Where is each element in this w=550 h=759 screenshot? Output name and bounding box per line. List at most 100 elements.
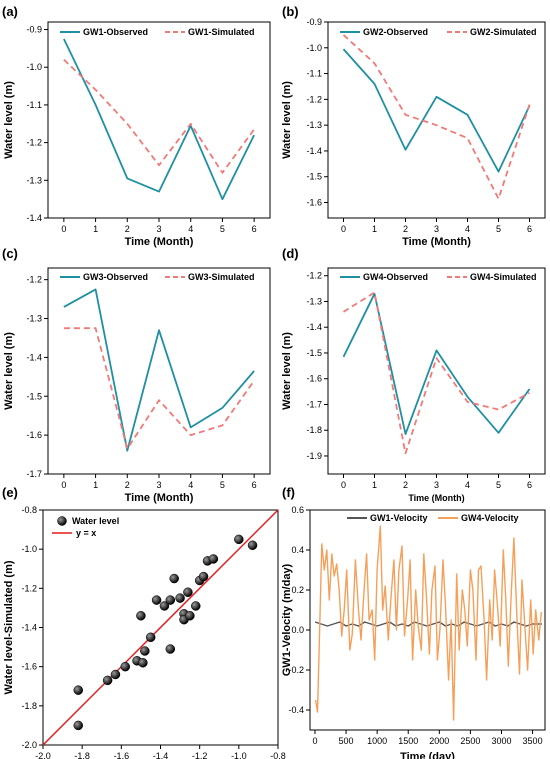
y-tick-label: 0.0: [291, 625, 304, 635]
legend-label: GW3-Observed: [83, 272, 148, 282]
x-tick-label: 3000: [491, 736, 511, 746]
x-tick-label: 3: [156, 480, 161, 490]
x-tick-label: 0: [61, 480, 66, 490]
series-line-gw1-observed: [63, 38, 255, 201]
x-tick-label: 1500: [398, 736, 418, 746]
x-tick-label: 3: [434, 480, 439, 490]
x-tick-label: 3500: [523, 736, 543, 746]
x-axis-label: Time (Month): [125, 236, 194, 248]
panel-label: (d): [282, 246, 299, 261]
series-line-gw4-observed: [342, 292, 531, 436]
x-tick-label: 2000: [429, 736, 449, 746]
x-tick-label: 0: [341, 480, 346, 490]
data-point: [198, 571, 209, 582]
y-tick-label: -1.3: [306, 120, 322, 130]
y-tick-label: -1.9: [306, 451, 322, 461]
x-tick-label: 0: [341, 224, 346, 234]
y-tick-label: -0.2: [288, 665, 304, 675]
x-tick-label: 4: [465, 480, 470, 490]
x-tick-label: 5: [220, 224, 225, 234]
y-tick-label: -1.4: [306, 146, 322, 156]
plot-frame: [309, 509, 546, 731]
y-tick-label: 0.2: [291, 585, 304, 595]
y-tick-label: -1.3: [306, 296, 322, 306]
data-point: [183, 587, 193, 597]
y-tick-label: -1.7: [306, 399, 322, 409]
data-point: [169, 573, 179, 584]
data-point: [110, 669, 121, 680]
x-tick-label: 1: [372, 480, 377, 490]
x-tick-label: 4: [188, 480, 193, 490]
series-line-gw3-simulated: [63, 327, 255, 450]
y-tick-label: -1.2: [306, 94, 322, 104]
y-tick-label: -1.4: [26, 352, 42, 362]
legend-label: GW1-Simulated: [188, 27, 255, 37]
y-tick-label: -1.5: [306, 348, 322, 358]
data-point: [102, 675, 113, 686]
data-point: [165, 644, 176, 654]
data-point: [145, 632, 156, 643]
y-tick-label: -1.3: [26, 175, 42, 185]
data-point: [136, 611, 146, 621]
legend-label: GW1-Observed: [83, 27, 148, 37]
x-tick-label: 5: [496, 224, 501, 234]
plot-frame: [47, 267, 271, 475]
panel-label: (a): [2, 4, 18, 19]
y-tick-label: -1.7: [26, 469, 42, 479]
x-tick-label: 5: [220, 480, 225, 490]
series-line-gw2-observed: [342, 48, 531, 173]
legend-label: GW4-Simulated: [470, 272, 537, 282]
x-tick-label: 0: [312, 736, 317, 746]
y-tick-label: -1.2: [26, 138, 42, 148]
y-tick-label: -0.9: [26, 25, 42, 35]
plot-frame: [47, 21, 271, 219]
x-tick-label: -1.6: [114, 751, 130, 759]
legend-label: GW2-Simulated: [470, 27, 537, 37]
y-tick-label: -0.9: [306, 17, 322, 27]
x-tick-label: -1.4: [153, 751, 169, 759]
x-tick-label: 4: [188, 224, 193, 234]
y-axis-label: Water level (m): [3, 332, 15, 410]
panel-label: (e): [2, 485, 18, 500]
data-point: [185, 611, 195, 621]
y-tick-label: -1.0: [21, 544, 37, 554]
x-tick-label: 2: [125, 224, 130, 234]
legend-label: Water level: [72, 516, 119, 526]
x-tick-label: -0.8: [270, 751, 286, 759]
x-tick-label: 1: [372, 224, 377, 234]
y-axis-label: Water level (m): [281, 332, 293, 410]
series-line-gw2-simulated: [342, 34, 531, 200]
x-axis-label: Time (Month): [402, 236, 471, 248]
x-tick-label: -1.8: [74, 751, 90, 759]
series-line-gw1-simulated: [63, 59, 255, 174]
x-tick-label: 1: [93, 224, 98, 234]
x-tick-label: 1000: [367, 736, 387, 746]
data-point: [120, 661, 130, 672]
series-line-gw4-velocity: [314, 525, 542, 721]
data-point: [159, 601, 170, 611]
x-tick-label: 3: [156, 224, 161, 234]
y-tick-label: -1.2: [21, 583, 37, 593]
plot-frame: [327, 267, 546, 475]
series-line-gw4-simulated: [343, 291, 530, 455]
y-tick-label: -0.8: [21, 505, 37, 515]
data-point: [73, 685, 83, 695]
x-tick-label: 6: [527, 480, 532, 490]
y-tick-label: -1.2: [26, 275, 42, 285]
x-tick-label: 1: [93, 480, 98, 490]
x-tick-label: -2.0: [35, 751, 51, 759]
y-tick-label: -1.1: [306, 69, 322, 79]
legend-label: GW4-Velocity: [461, 513, 519, 523]
legend-label: GW1-Velocity: [370, 513, 428, 523]
x-tick-label: 5: [496, 480, 501, 490]
y-tick-label: -1.3: [26, 314, 42, 324]
panel-label: (c): [2, 246, 18, 261]
data-point: [191, 601, 201, 611]
x-tick-label: 2: [125, 480, 130, 490]
x-tick-label: 3: [434, 224, 439, 234]
legend-label: GW4-Observed: [363, 272, 428, 282]
panel-label: (f): [282, 485, 295, 500]
x-tick-label: 6: [252, 224, 257, 234]
series-line-gw3-observed: [63, 288, 255, 452]
